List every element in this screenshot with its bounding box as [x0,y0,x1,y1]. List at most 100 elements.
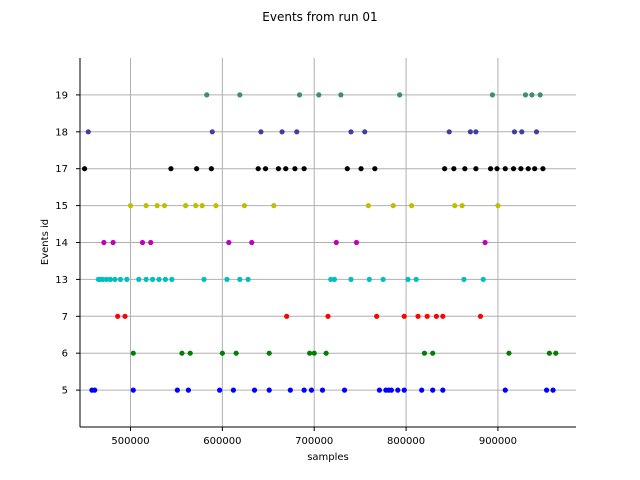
event-point-5 [217,387,223,393]
event-point-17 [262,166,269,172]
event-point-7 [122,313,128,319]
event-point-13 [348,276,354,282]
event-point-13 [100,276,106,282]
event-point-18 [362,129,368,135]
event-point-13 [169,276,175,282]
event-point-6 [219,350,225,356]
event-point-17 [532,166,538,172]
event-point-18 [511,129,518,135]
event-point-7 [477,313,484,319]
x-axis-label: samples [307,452,349,463]
event-point-14 [482,239,488,246]
event-point-15 [183,203,189,209]
event-point-14 [148,239,154,246]
event-point-19 [397,92,403,98]
event-point-5 [376,387,383,393]
event-point-13 [237,276,243,282]
event-point-6 [266,350,272,356]
event-point-17 [208,166,214,172]
event-point-6 [307,350,313,356]
event-point-5 [301,387,307,393]
event-point-19 [522,92,529,98]
event-point-15 [365,203,372,209]
event-point-17 [283,166,289,172]
event-point-18 [519,129,525,135]
event-point-17 [275,166,281,172]
event-point-13 [480,276,486,282]
event-point-5 [266,387,272,393]
event-point-18 [467,129,473,135]
event-point-18 [473,129,479,135]
event-point-13 [143,276,149,282]
event-point-14 [226,239,232,246]
event-point-5 [440,387,446,393]
event-point-19 [204,92,210,98]
y-tick-label: 15 [55,201,68,212]
event-point-7 [401,313,407,319]
event-point-6 [421,350,428,356]
event-point-5 [544,387,550,393]
event-point-15 [161,203,168,209]
event-point-15 [143,203,149,209]
event-point-6 [506,350,512,356]
event-point-17 [81,166,88,172]
event-point-7 [284,313,290,319]
event-point-6 [233,350,239,356]
event-point-5 [419,387,425,393]
event-point-14 [101,239,107,246]
event-point-17 [473,166,479,172]
event-point-6 [187,350,193,356]
event-point-7 [374,313,380,319]
event-point-18 [348,129,354,135]
event-point-19 [489,92,496,98]
event-point-15 [452,203,458,209]
event-point-15 [154,203,160,209]
y-tick-label: 17 [55,164,68,175]
event-point-17 [487,166,494,172]
event-point-15 [459,203,465,209]
y-tick-label: 14 [55,238,68,249]
x-tick-label: 900000 [479,436,517,447]
grid-layer [80,58,576,427]
event-point-13 [162,276,169,282]
event-point-19 [296,92,303,98]
event-point-15 [390,203,396,209]
event-point-7 [325,313,331,319]
event-point-17 [194,166,200,172]
event-point-13 [107,276,113,282]
y-tick-label: 6 [62,349,68,360]
event-point-5 [430,387,436,393]
event-point-5 [251,387,258,393]
event-point-5 [174,387,180,393]
y-axis-label: Events id [40,219,51,265]
event-point-5 [92,387,98,393]
event-point-15 [213,203,219,209]
event-point-14 [333,239,339,246]
x-tick-label: 700000 [295,436,333,447]
event-point-7 [440,313,446,319]
event-point-15 [199,203,205,209]
event-point-6 [179,350,185,356]
event-point-5 [287,387,293,393]
event-point-13 [136,276,142,282]
y-tick-label: 5 [62,386,68,397]
event-point-15 [271,203,277,209]
event-point-14 [139,239,146,246]
event-point-14 [249,239,255,246]
event-point-15 [408,203,415,209]
event-point-17 [442,166,448,172]
event-point-15 [193,203,199,209]
event-point-17 [462,166,468,172]
event-point-17 [255,166,261,172]
event-point-6 [546,350,552,356]
event-point-5 [395,387,401,393]
event-point-14 [110,239,116,246]
event-point-17 [510,166,517,172]
event-point-19 [529,92,535,98]
x-tick-layer: 500000 600000 700000 800000 900000 [111,427,517,447]
event-point-5 [341,387,348,393]
event-point-13 [413,276,419,282]
x-tick-label: 600000 [203,436,241,447]
event-point-7 [115,313,121,319]
event-point-6 [311,350,317,356]
